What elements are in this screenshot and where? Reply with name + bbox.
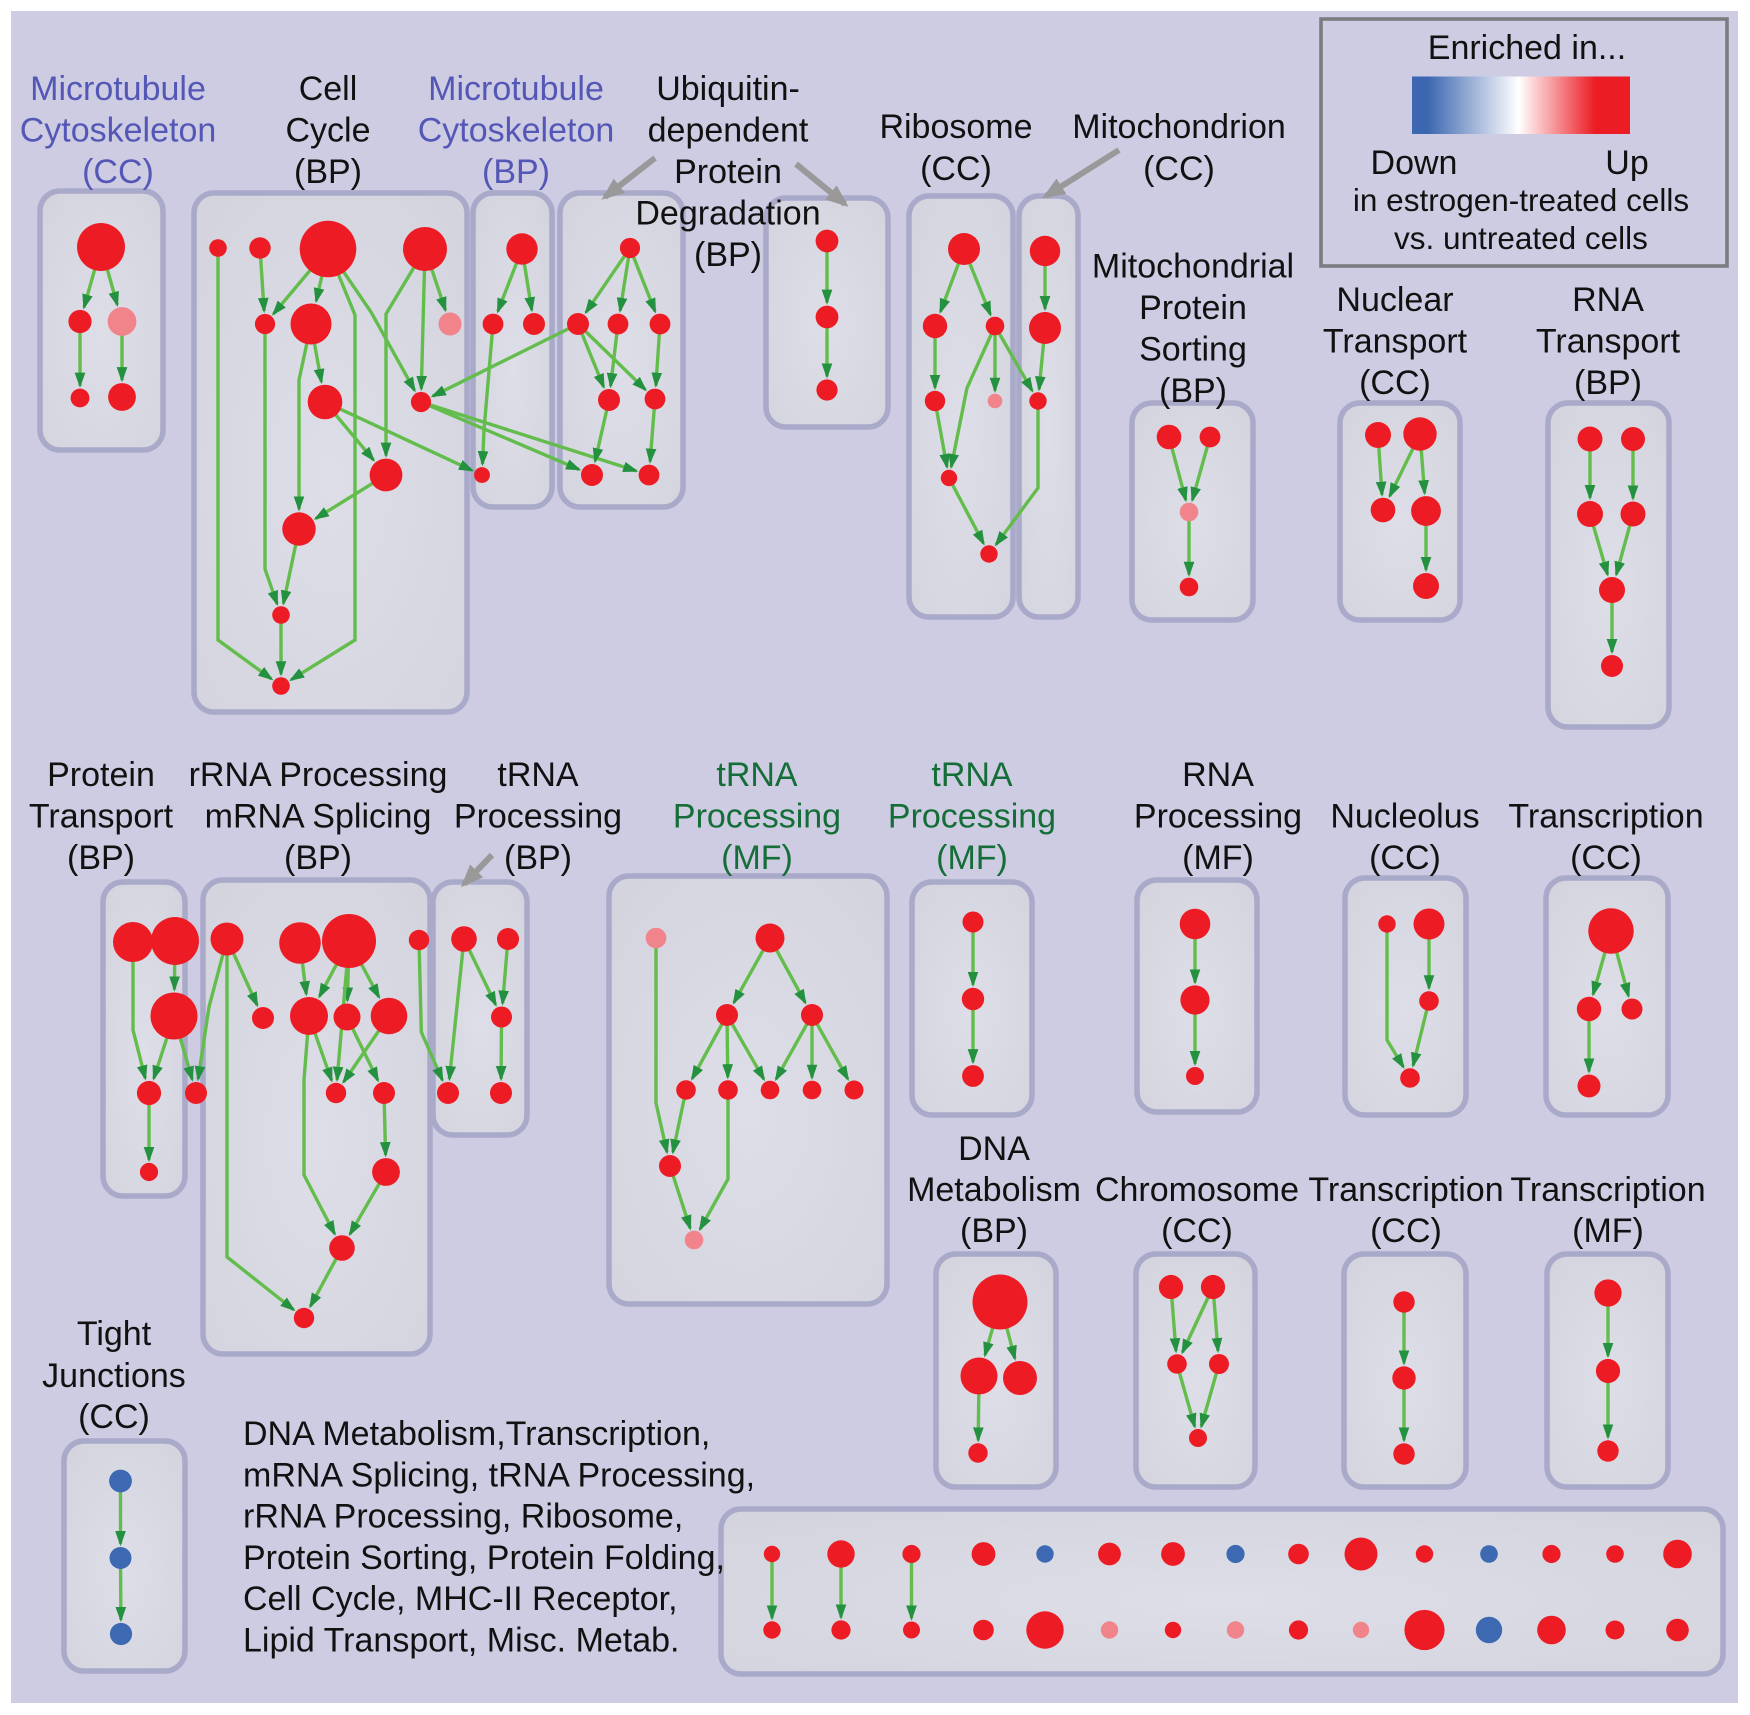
svg-text:Protein: Protein [674, 153, 782, 191]
svg-text:rRNA Processing, Ribosome,: rRNA Processing, Ribosome, [243, 1498, 683, 1536]
svg-text:Down: Down [1371, 144, 1458, 182]
svg-text:(BP): (BP) [694, 236, 762, 274]
svg-text:(BP): (BP) [960, 1212, 1028, 1250]
svg-text:Microtubule: Microtubule [30, 70, 206, 108]
svg-text:(CC): (CC) [1161, 1212, 1233, 1250]
svg-text:Junctions: Junctions [42, 1357, 186, 1395]
svg-text:Ribosome: Ribosome [879, 108, 1032, 146]
svg-text:Nuclear: Nuclear [1336, 281, 1453, 319]
svg-text:(BP): (BP) [67, 839, 135, 877]
svg-text:Metabolism: Metabolism [907, 1171, 1081, 1209]
svg-text:Ubiquitin-: Ubiquitin- [656, 70, 800, 108]
svg-text:Cytoskeleton: Cytoskeleton [418, 112, 615, 150]
svg-text:Microtubule: Microtubule [428, 70, 604, 108]
svg-text:RNA: RNA [1182, 756, 1254, 794]
svg-text:(BP): (BP) [1574, 364, 1642, 402]
svg-text:Cell Cycle, MHC-II Receptor,: Cell Cycle, MHC-II Receptor, [243, 1580, 678, 1618]
svg-text:(CC): (CC) [920, 150, 992, 188]
svg-text:Transport: Transport [29, 798, 174, 836]
svg-text:(CC): (CC) [1370, 1212, 1442, 1250]
svg-text:Processing: Processing [454, 798, 622, 836]
svg-text:Enriched in...: Enriched in... [1428, 29, 1626, 67]
svg-text:Transport: Transport [1323, 323, 1468, 361]
svg-text:(CC): (CC) [1369, 839, 1441, 877]
svg-text:Lipid Transport, Misc. Metab.: Lipid Transport, Misc. Metab. [243, 1622, 680, 1660]
svg-text:(CC): (CC) [78, 1398, 150, 1436]
svg-text:Cell: Cell [299, 70, 358, 108]
svg-text:Tight: Tight [77, 1315, 152, 1353]
svg-text:Transport: Transport [1536, 323, 1681, 361]
svg-text:(MF): (MF) [1182, 839, 1254, 877]
svg-text:tRNA: tRNA [931, 756, 1013, 794]
svg-text:(BP): (BP) [1159, 372, 1227, 410]
svg-text:tRNA: tRNA [716, 756, 798, 794]
svg-text:Nucleolus: Nucleolus [1330, 798, 1479, 836]
svg-text:mRNA Splicing: mRNA Splicing [205, 798, 432, 836]
svg-text:DNA Metabolism,Transcription,: DNA Metabolism,Transcription, [243, 1415, 710, 1453]
svg-text:dependent: dependent [648, 112, 809, 150]
svg-text:DNA: DNA [958, 1130, 1030, 1168]
svg-text:in estrogen-treated cells: in estrogen-treated cells [1353, 182, 1689, 218]
svg-text:vs. untreated cells: vs. untreated cells [1394, 220, 1648, 256]
svg-text:(CC): (CC) [1143, 150, 1215, 188]
svg-text:Processing: Processing [1134, 798, 1302, 836]
svg-text:(CC): (CC) [1570, 839, 1642, 877]
svg-text:rRNA Processing: rRNA Processing [189, 756, 448, 794]
svg-text:(CC): (CC) [1359, 364, 1431, 402]
svg-text:Cytoskeleton: Cytoskeleton [20, 112, 217, 150]
svg-text:(CC): (CC) [82, 153, 154, 191]
svg-text:(MF): (MF) [936, 839, 1008, 877]
svg-text:RNA: RNA [1572, 281, 1644, 319]
svg-text:(MF): (MF) [1572, 1212, 1644, 1250]
svg-text:(BP): (BP) [294, 153, 362, 191]
svg-text:Protein: Protein [1139, 289, 1247, 327]
svg-text:Sorting: Sorting [1139, 331, 1247, 369]
svg-text:(BP): (BP) [482, 153, 550, 191]
svg-text:Degradation: Degradation [635, 195, 820, 233]
svg-text:Transcription: Transcription [1508, 798, 1703, 836]
svg-text:tRNA: tRNA [497, 756, 579, 794]
svg-text:Protein: Protein [47, 756, 155, 794]
svg-text:Chromosome: Chromosome [1095, 1171, 1299, 1209]
svg-text:Mitochondrial: Mitochondrial [1092, 248, 1294, 286]
svg-text:Up: Up [1605, 144, 1648, 182]
svg-text:(BP): (BP) [284, 839, 352, 877]
svg-text:Mitochondrion: Mitochondrion [1072, 108, 1286, 146]
svg-text:Processing: Processing [888, 798, 1056, 836]
svg-text:Cycle: Cycle [285, 112, 370, 150]
svg-text:(BP): (BP) [504, 839, 572, 877]
svg-text:mRNA Splicing, tRNA Processing: mRNA Splicing, tRNA Processing, [243, 1456, 755, 1494]
svg-text:(MF): (MF) [721, 839, 793, 877]
svg-text:Processing: Processing [673, 798, 841, 836]
svg-text:Protein Sorting, Protein Foldi: Protein Sorting, Protein Folding, [243, 1539, 725, 1577]
svg-text:Transcription: Transcription [1510, 1171, 1705, 1209]
svg-text:Transcription: Transcription [1308, 1171, 1503, 1209]
